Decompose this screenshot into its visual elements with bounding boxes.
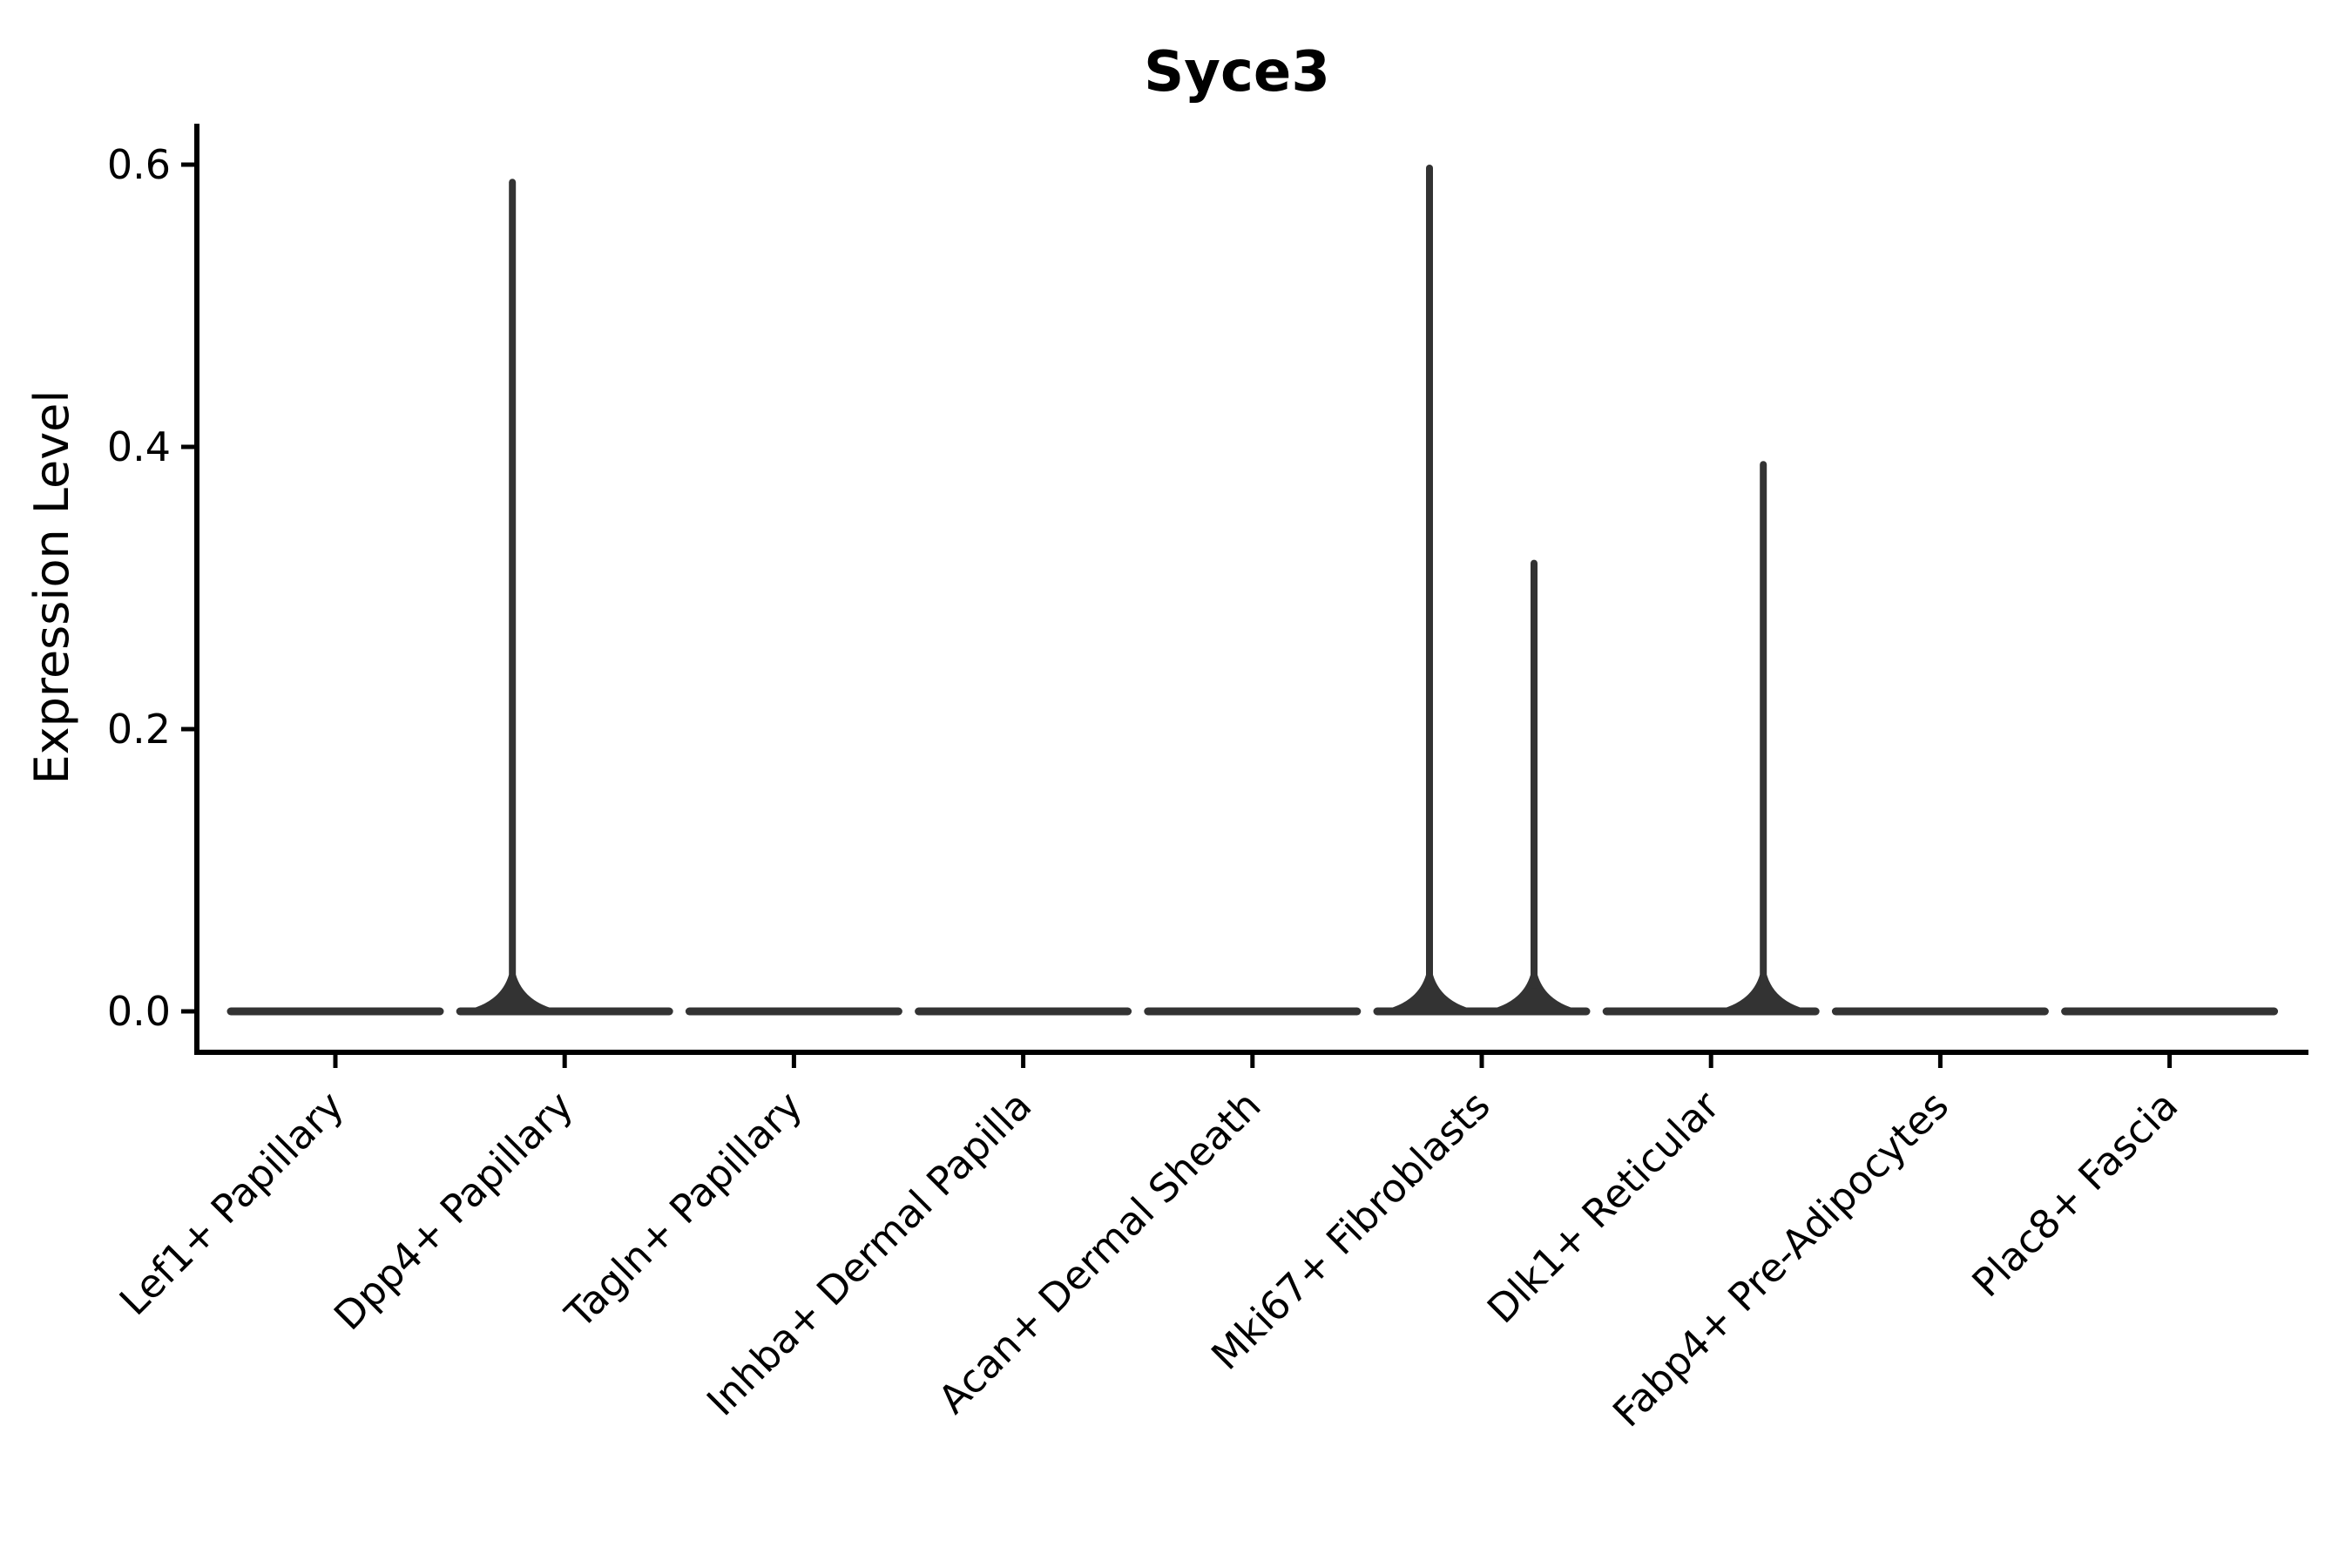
- y-tick-label: 0.6: [107, 141, 171, 188]
- x-tick-label: Dpp4+ Papillary: [325, 1082, 582, 1339]
- y-tick-label: 0.4: [107, 423, 171, 470]
- x-tick-label: Plac8+ Fascia: [1963, 1082, 2187, 1306]
- violin-spike-flare: [1711, 975, 1816, 1011]
- y-tick-label: 0.2: [107, 706, 171, 753]
- violin-spike-flare: [1482, 975, 1586, 1011]
- violin-spike-flare: [1377, 975, 1482, 1011]
- x-tick-label: Dlk1+ Reticular: [1478, 1082, 1728, 1332]
- chart-title: Syce3: [1144, 40, 1330, 105]
- y-axis-title: Expression Level: [24, 390, 79, 785]
- violin-spike-flare: [460, 975, 565, 1011]
- x-tick-label: Lef1+ Papillary: [111, 1082, 353, 1324]
- y-tick-label: 0.0: [107, 988, 171, 1035]
- x-tick-label: Tagln+ Papillary: [556, 1082, 811, 1337]
